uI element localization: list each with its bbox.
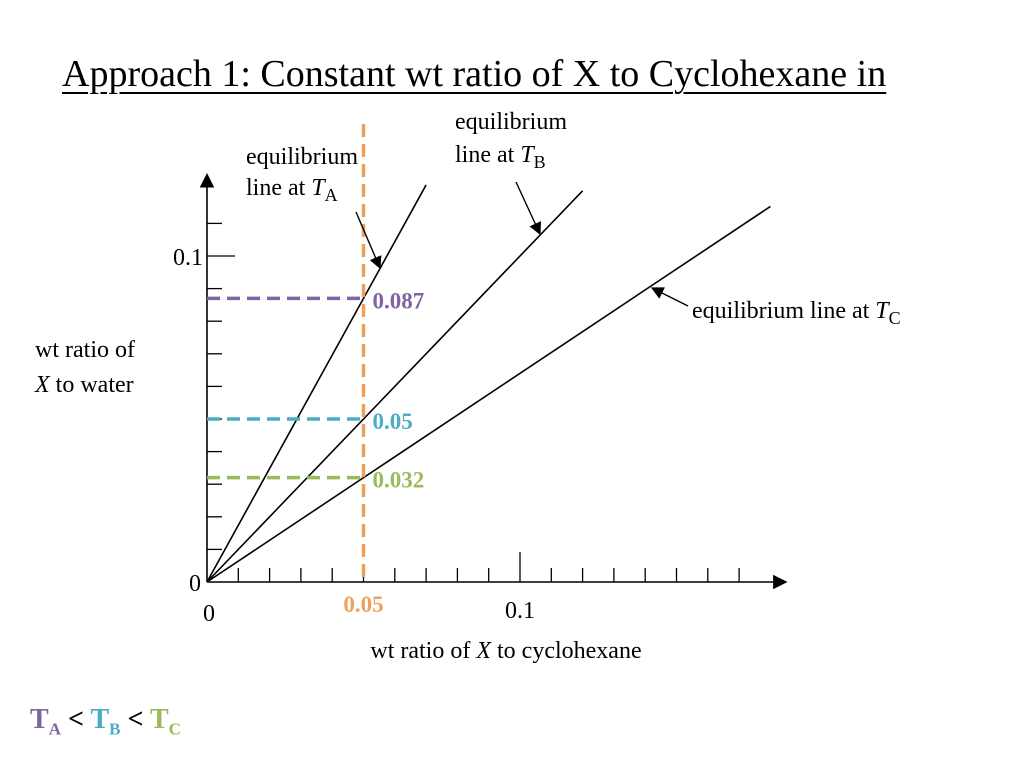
x-tick-label-0: 0: [203, 601, 215, 627]
equilibrium-line-b: [206, 190, 584, 583]
less-than-2: <: [127, 704, 144, 735]
annotation-b-line1: equilibrium: [455, 109, 567, 135]
annotation-b-var: T: [520, 142, 535, 168]
annotation-c-text: equilibrium line at: [692, 298, 875, 324]
guide-label-0.087: 0.087: [373, 288, 425, 313]
vertical-guide-label: 0.05: [343, 592, 383, 617]
x-axis-label-suffix: to cyclohexane: [491, 638, 642, 664]
y-axis-label-line1: wt ratio of: [35, 337, 135, 363]
page-title: Approach 1: Constant wt ratio of X to Cy…: [62, 53, 887, 95]
annotation-a-line2: line at TA: [246, 175, 338, 205]
annotation-a-sub: A: [325, 185, 338, 205]
equilibrium-line-c: [206, 205, 771, 583]
guide-label-0.05: 0.05: [373, 409, 413, 434]
annotation-b-sub: B: [534, 152, 546, 172]
x-axis-label: wt ratio of X to cyclohexane: [370, 638, 641, 664]
temperature-order: TA < TB < TC: [30, 704, 181, 740]
annotation-b-text: line at: [455, 142, 520, 168]
annotation-a-arrow: [355, 211, 382, 270]
annotation-c-arrow: [650, 287, 689, 307]
y-axis-label-line2: X to water: [34, 372, 134, 398]
annotation-b-arrow: [515, 181, 541, 236]
temp-b: TB: [90, 704, 121, 739]
x-axis-label-var: X: [475, 638, 492, 664]
guide-label-0.032: 0.032: [373, 468, 425, 493]
axes: [199, 173, 788, 590]
x-tick-label-0.1: 0.1: [505, 598, 535, 624]
annotation-c: equilibrium line at TC: [692, 298, 901, 328]
annotation-c-sub: C: [889, 308, 901, 328]
less-than-1: <: [67, 704, 84, 735]
y-axis-label-suffix: to water: [50, 372, 134, 398]
equilibrium-line-a: [206, 184, 427, 583]
temp-a: TA: [30, 704, 61, 739]
annotation-a-text: line at: [246, 175, 311, 201]
y-tick-label-0.1: 0.1: [173, 245, 203, 271]
equilibrium-lines: [206, 184, 771, 583]
ticks: [207, 222, 740, 582]
temp-c: TC: [149, 704, 181, 739]
annotation-a-line1: equilibrium: [246, 144, 358, 170]
x-axis-label-prefix: wt ratio of: [370, 638, 476, 664]
annotation-a-var: T: [311, 175, 326, 201]
annotation-c-var: T: [875, 298, 890, 324]
y-axis-label-var: X: [34, 372, 51, 398]
annotation-b-line2: line at TB: [455, 142, 546, 172]
guide-lines: [207, 124, 366, 584]
y-tick-label-0: 0: [189, 571, 201, 597]
